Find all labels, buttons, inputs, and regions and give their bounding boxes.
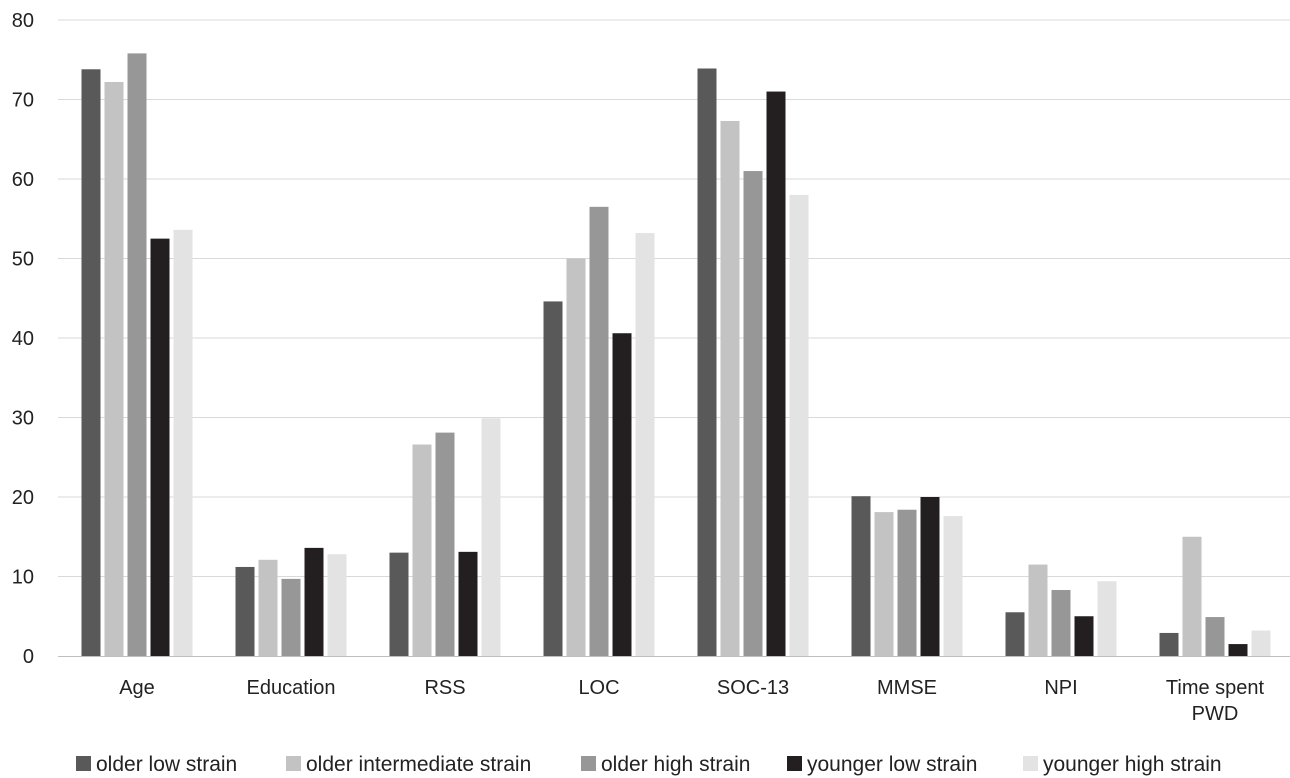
bar-younger-low-strain-3 [613,333,632,656]
y-tick-label: 40 [12,328,34,350]
legend-swatch [76,756,91,771]
x-tick-label: LOC [578,677,619,699]
bar-younger-low-strain-2 [459,552,478,656]
bar-younger-high-strain-1 [328,554,347,656]
bar-older-high-strain-3 [590,207,609,656]
bar-younger-high-strain-6 [1098,581,1117,656]
y-tick-label: 80 [12,10,34,32]
bar-older-low-strain-1 [236,567,255,656]
y-tick-label: 10 [12,567,34,589]
legend-label: younger high strain [1043,753,1222,776]
y-axis: 0 10 20 30 40 50 60 70 80 [12,10,34,668]
bar-younger-low-strain-5 [921,497,940,656]
bar-older-low-strain-0 [82,69,101,656]
x-tick-label: SOC-13 [717,677,789,699]
bar-younger-low-strain-0 [151,239,170,656]
x-tick-label: PWD [1192,703,1239,725]
legend: older low strain older intermediate strai… [76,753,1222,776]
x-tick-label: NPI [1044,677,1077,699]
bar-younger-high-strain-4 [790,195,809,656]
y-tick-label: 30 [12,408,34,430]
y-tick-label: 60 [12,169,34,191]
bar-older-high-strain-0 [128,53,147,656]
bar-younger-low-strain-6 [1075,616,1094,656]
x-tick-label: Education [247,677,336,699]
bar-older-low-strain-3 [544,301,563,656]
y-tick-label: 0 [23,646,34,668]
bar-younger-low-strain-7 [1229,644,1248,656]
bar-older-intermediate-strain-3 [567,259,586,657]
x-tick-label: RSS [424,677,465,699]
bar-older-intermediate-strain-4 [721,121,740,656]
bar-older-low-strain-6 [1006,612,1025,656]
bar-older-intermediate-strain-2 [413,445,432,656]
bars [82,53,1271,656]
bar-younger-low-strain-4 [767,92,786,656]
bar-older-low-strain-5 [852,496,871,656]
y-tick-label: 70 [12,90,34,112]
bar-older-low-strain-2 [390,553,409,656]
legend-swatch [286,756,301,771]
bar-older-high-strain-6 [1052,590,1071,656]
gridlines [58,20,1290,577]
legend-swatch [581,756,596,771]
bar-older-high-strain-2 [436,433,455,656]
y-tick-label: 20 [12,487,34,509]
bar-younger-high-strain-0 [174,230,193,656]
bar-older-intermediate-strain-1 [259,560,278,656]
bar-older-intermediate-strain-0 [105,82,124,656]
bar-older-intermediate-strain-6 [1029,565,1048,656]
bar-older-low-strain-7 [1160,633,1179,656]
y-tick-label: 50 [12,249,34,271]
legend-label: older low strain [96,753,237,776]
bar-younger-high-strain-3 [636,233,655,656]
legend-swatch [1023,756,1038,771]
bar-older-intermediate-strain-7 [1183,537,1202,656]
x-tick-label: Age [119,677,155,699]
bar-older-high-strain-7 [1206,617,1225,656]
bar-older-high-strain-4 [744,171,763,656]
legend-label: older intermediate strain [306,753,531,776]
bar-younger-high-strain-5 [944,516,963,656]
bar-older-intermediate-strain-5 [875,512,894,656]
bar-younger-low-strain-1 [305,548,324,656]
legend-label: younger low strain [807,753,977,776]
bar-younger-high-strain-2 [482,418,501,656]
bar-younger-high-strain-7 [1252,631,1271,656]
x-tick-label: Time spent [1166,677,1265,699]
bar-older-low-strain-4 [698,68,717,656]
legend-swatch [787,756,802,771]
legend-label: older high strain [601,753,750,776]
bar-older-high-strain-1 [282,579,301,656]
bar-older-high-strain-5 [898,510,917,656]
x-axis: Age Education RSS LOC SOC-13 MMSE NPI Time spen… [119,677,1264,725]
x-tick-label: MMSE [877,677,937,699]
